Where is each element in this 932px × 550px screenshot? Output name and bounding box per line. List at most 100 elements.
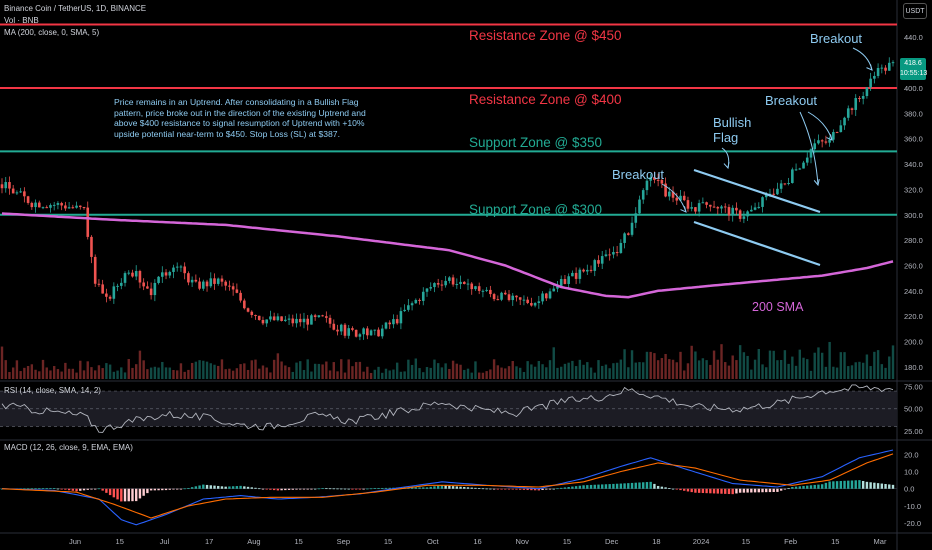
- candle-body: [93, 256, 97, 284]
- volume-bar: [802, 357, 805, 379]
- volume-bar: [507, 366, 511, 379]
- candle-body: [832, 132, 835, 140]
- candle-body: [679, 195, 682, 201]
- volume-bar: [0, 346, 4, 379]
- candle-body: [202, 281, 205, 289]
- macd-tick-label: 20.0: [904, 450, 919, 459]
- volume-bar: [615, 362, 619, 379]
- volume-bar: [176, 370, 179, 379]
- candle-body: [175, 266, 179, 268]
- macd-histogram-bar: [556, 488, 559, 490]
- volume-bar: [683, 370, 686, 379]
- macd-histogram-bar: [280, 488, 283, 491]
- volume-bar: [511, 361, 514, 379]
- currency-button[interactable]: USDT: [903, 3, 927, 19]
- volume-bar: [873, 351, 876, 379]
- macd-histogram-bar: [668, 488, 671, 489]
- volume-bar: [8, 372, 11, 379]
- volume-bar: [869, 366, 872, 379]
- macd-histogram-bar: [507, 488, 511, 490]
- candle-body: [891, 62, 895, 64]
- candle-body: [138, 271, 142, 283]
- candle-body: [436, 283, 440, 285]
- volume-bar: [619, 359, 623, 379]
- macd-histogram-bar: [105, 488, 108, 493]
- volume-bar: [675, 362, 678, 379]
- volume-bar: [552, 347, 555, 379]
- candle-body: [11, 188, 15, 194]
- volume-bar: [567, 362, 570, 379]
- volume-bar: [209, 363, 212, 379]
- macd-histogram-bar: [638, 482, 641, 489]
- volume-bar: [295, 362, 298, 379]
- volume-bar: [522, 372, 526, 379]
- macd-histogram-bar: [209, 485, 212, 489]
- candle-body: [641, 190, 645, 200]
- volume-bar: [578, 359, 582, 379]
- time-tick-label: 17: [205, 537, 213, 546]
- macd-histogram-bar: [854, 480, 857, 489]
- candle-body: [753, 207, 757, 210]
- macd-histogram-bar: [746, 488, 749, 493]
- volume-bar: [19, 371, 22, 379]
- candle-body: [433, 283, 436, 288]
- volume-bar: [526, 361, 529, 379]
- macd-histogram-bar: [783, 488, 787, 490]
- price-tick-label: 180.0: [904, 363, 923, 372]
- volume-bar: [880, 364, 884, 379]
- volume-bar: [213, 364, 216, 379]
- bar-countdown: 10:55:13: [900, 69, 928, 77]
- volume-bar: [548, 360, 552, 379]
- candle-body: [362, 328, 365, 335]
- volume-bar: [574, 366, 578, 379]
- candle-body: [168, 271, 172, 276]
- candle-body: [351, 328, 354, 330]
- macd-histogram-bar: [448, 485, 451, 489]
- macd-histogram-bar: [231, 486, 235, 489]
- macd-histogram-bar: [738, 488, 742, 493]
- macd-histogram-bar: [750, 488, 753, 493]
- volume-bar: [101, 368, 104, 379]
- candle-body: [41, 207, 45, 209]
- volume-bar: [690, 345, 693, 379]
- time-tick-label: Feb: [784, 537, 797, 546]
- macd-histogram-bar: [451, 486, 455, 489]
- volume-bar: [779, 359, 783, 379]
- volume-bar: [541, 364, 544, 379]
- macd-histogram-bar: [343, 488, 347, 490]
- macd-histogram-bar: [712, 488, 716, 494]
- macd-histogram-bar: [709, 488, 712, 494]
- candle-body: [272, 316, 276, 321]
- macd-histogram-bar: [26, 488, 30, 490]
- candle-body: [127, 272, 131, 274]
- macd-histogram-bar: [187, 488, 190, 489]
- candle-body: [559, 279, 563, 286]
- volume-bar: [250, 360, 253, 379]
- volume-bar: [183, 371, 186, 379]
- candle-body: [552, 288, 556, 292]
- macd-histogram-bar: [328, 488, 332, 490]
- macd-tick-label: 10.0: [904, 468, 919, 477]
- volume-bar: [656, 360, 660, 379]
- candle-body: [414, 299, 418, 304]
- volume-bar: [410, 364, 414, 379]
- macd-histogram-bar: [530, 488, 533, 491]
- macd-histogram-bar: [466, 487, 470, 489]
- volume-bar: [269, 372, 272, 379]
- volume-bar: [481, 372, 485, 379]
- candle-body: [429, 287, 433, 289]
- candle-body: [645, 180, 649, 191]
- time-tick-label: Jul: [160, 537, 170, 546]
- price-tick-label: 340.0: [904, 160, 923, 169]
- macd-histogram-bar: [425, 487, 429, 489]
- volume-bar: [384, 368, 388, 379]
- macd-histogram-bar: [71, 488, 75, 491]
- volume-bar: [120, 367, 123, 379]
- macd-histogram-bar: [381, 487, 384, 489]
- macd-histogram-bar: [735, 488, 738, 494]
- macd-histogram-bar: [489, 488, 492, 490]
- macd-histogram-bar: [683, 488, 686, 491]
- candle-body: [108, 296, 112, 299]
- volume-bar: [686, 363, 690, 379]
